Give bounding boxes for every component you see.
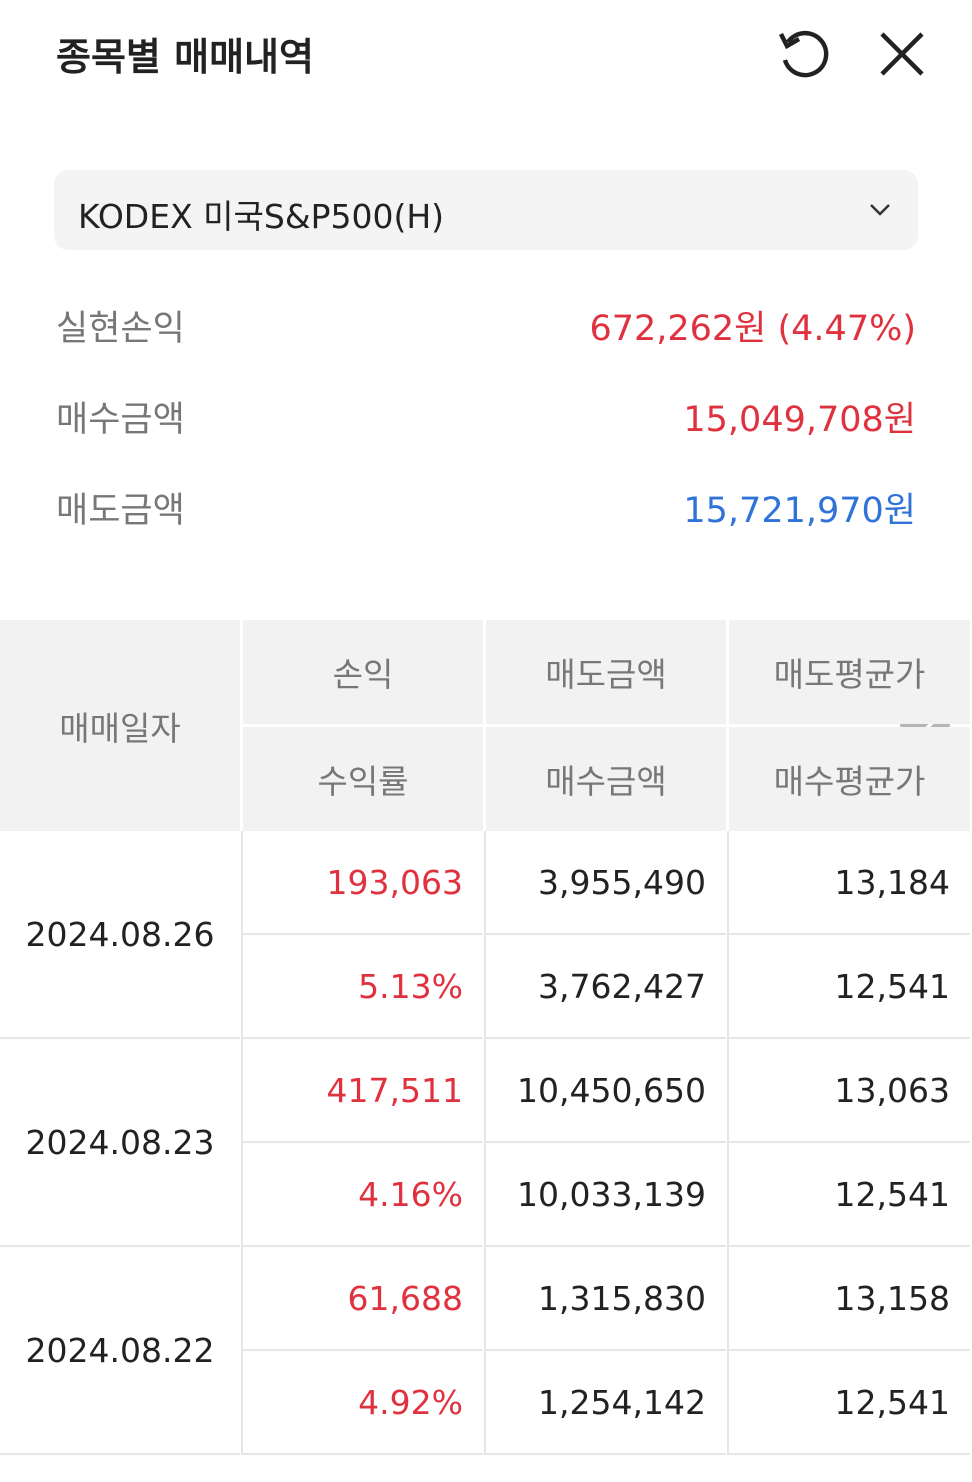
data-cell: 13,184 [729,831,970,935]
data-cell: 3,762,427 [486,935,726,1039]
date-cell: 2024.08.23 [0,1039,240,1247]
date-cell: 2024.08.26 [0,831,240,1039]
page-title: 종목별 매매내역 [56,35,314,79]
selected-stock: KODEX 미국S&P500(H) [78,197,445,236]
dropdown-arrow [870,204,890,216]
data-cell: 193,063 [243,831,483,935]
data-cell: 10,033,139 [486,1143,726,1247]
header-cell: 매도금액 [486,620,726,724]
data-cell: 12,541 [729,1351,970,1455]
summary-label: 매수금액 [56,400,185,440]
header-cell: 매매일자 [0,620,240,831]
summary-value: 672,262원 (4.47%) [589,309,916,349]
date-cell: 2024.08.22 [0,1247,240,1455]
data-cell: 3,955,490 [486,831,726,935]
data-cell: 4.16% [243,1143,483,1247]
column-divider [484,831,486,1455]
summary-value: 15,721,970원 [683,491,916,531]
summary-value: 15,049,708원 [683,400,916,440]
data-cell: 5.13% [243,935,483,1039]
data-cell: 1,254,142 [486,1351,726,1455]
data-cell: 12,541 [729,1143,970,1247]
data-cell: 12,541 [729,935,970,1039]
header-cell: 수익률 [243,727,483,831]
data-cell: 1,315,830 [486,1247,726,1351]
header-cell: 손익 [243,620,483,724]
stock-selector[interactable]: KODEX 미국S&P500(H) [54,170,918,250]
data-cell: 417,511 [243,1039,483,1143]
header-cell: 매수평균가 [729,727,970,831]
summary-label: 매도금액 [56,491,185,531]
close-button[interactable] [878,30,926,78]
data-cell: 4.92% [243,1351,483,1455]
data-cell: 61,688 [243,1247,483,1351]
column-divider [727,831,729,1455]
column-divider [241,831,243,1455]
summary-label: 실현손익 [56,309,185,349]
refresh-button[interactable] [776,26,834,82]
header-cell: 매도평균가 [729,620,970,724]
data-cell: 13,063 [729,1039,970,1143]
data-cell: 13,158 [729,1247,970,1351]
data-cell: 10,450,650 [486,1039,726,1143]
header-cell: 매수금액 [486,727,726,831]
